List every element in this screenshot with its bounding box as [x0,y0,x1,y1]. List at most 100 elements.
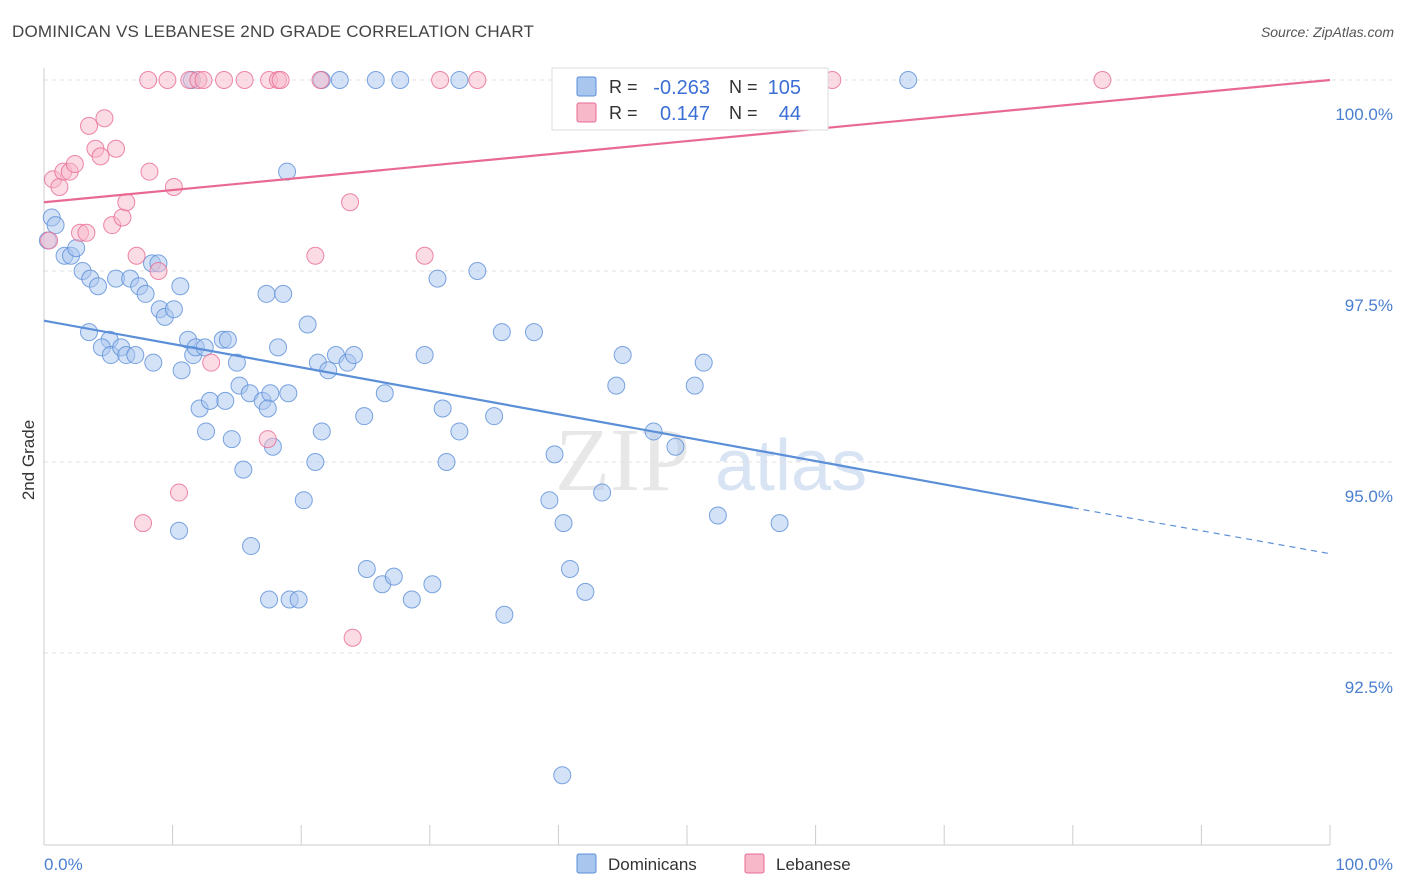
point-lebanese [341,193,360,212]
point-dominicans [402,590,421,609]
point-lebanese [80,116,99,135]
bottom-legend-label-dominicans: Dominicans [608,855,697,874]
grid [44,79,1392,654]
point-lebanese [215,71,234,89]
point-lebanese [140,162,159,181]
point-dominicans [234,460,253,479]
point-dominicans [312,422,331,441]
legend-r-value-1: -0.263 [653,77,710,99]
chart-title: DOMINICAN VS LEBANESE 2ND GRADE CORRELAT… [12,22,535,41]
point-dominicans [172,361,191,380]
point-lebanese [149,262,168,280]
point-lebanese [311,71,330,89]
legend-frame [551,67,829,131]
point-dominicans [899,71,918,89]
point-lebanese [134,514,153,533]
point-lebanese [1093,71,1112,89]
point-dominicans [306,453,325,471]
point-dominicans [144,353,163,372]
point-dominicans [274,284,293,303]
point-dominicans [89,277,108,296]
legend-box: R = -0.263 N = 105 R = 0.147 N = 44 [551,67,829,131]
point-dominicans [355,407,374,426]
point-lebanese [50,177,69,196]
y-tick-label: 97.5% [1345,296,1393,315]
point-dominicans [468,262,487,280]
bottom-legend-label-lebanese: Lebanese [776,855,851,874]
trend-extension-dominicans [1072,507,1331,555]
axes [43,68,1331,846]
point-lebanese [139,71,158,89]
point-lebanese [117,193,136,212]
point-lebanese [113,208,132,227]
point-dominicans [433,399,452,418]
point-dominicans [375,384,394,403]
point-lebanese [107,139,126,158]
point-dominicans [197,422,216,441]
watermark-zip: ZIP [555,411,690,510]
point-dominicans [694,353,713,372]
point-lebanese [77,223,96,242]
point-dominicans [46,216,65,235]
point-dominicans [391,71,410,89]
point-dominicans [428,269,447,288]
point-dominicans [366,71,385,89]
point-dominicans [261,384,280,403]
point-dominicans [344,346,363,365]
point-dominicans [770,514,789,533]
point-lebanese [194,71,213,89]
point-dominicans [450,422,469,441]
point-dominicans [289,590,308,609]
point-dominicans [279,384,298,403]
point-dominicans [164,300,183,319]
point-dominicans [242,537,261,556]
legend-swatch-dominicans [576,76,597,97]
point-dominicans [607,376,626,395]
y-tick-label: 95.0% [1345,487,1393,506]
point-dominicans [708,506,727,525]
point-dominicans [200,391,219,410]
legend-swatch-lebanese [576,102,597,123]
point-dominicans [269,338,288,357]
point-dominicans [227,353,246,372]
point-dominicans [685,376,704,395]
point-dominicans [485,407,504,426]
point-lebanese [431,71,450,89]
legend-r-label-2: R = [609,103,638,123]
point-dominicans [126,346,145,365]
point-lebanese [271,71,290,89]
point-lebanese [202,353,221,372]
point-dominicans [67,239,86,258]
y-tick-label: 92.5% [1345,678,1393,697]
source-credit: Source: ZipAtlas.com [1260,24,1394,40]
point-dominicans [593,483,612,502]
y-tick-labels: 92.5% 95.0% 97.5% 100.0% [1335,105,1393,697]
bottom-legend-swatch-dominicans [576,853,597,874]
point-lebanese [158,71,177,89]
point-lebanese [306,246,325,265]
point-dominicans [80,323,99,342]
point-dominicans [613,346,632,365]
point-dominicans [216,391,235,410]
trend-lines [43,78,1331,555]
point-dominicans [576,582,595,601]
bottom-legend-swatch-lebanese [744,853,765,874]
trend-line-dominicans [43,319,1073,509]
x-tick-labels: 0.0% 100.0% [44,855,1393,874]
point-dominicans [495,605,514,624]
point-dominicans [257,284,276,303]
point-lebanese [127,246,146,265]
legend-n-label-2: N = [729,103,758,123]
point-dominicans [222,430,241,449]
point-dominicans [524,323,543,342]
point-lebanese [468,71,487,89]
point-lebanese [235,71,254,89]
point-dominicans [560,559,579,578]
point-dominicans [136,284,155,303]
point-dominicans [330,71,349,89]
legend-r-label-1: R = [609,77,638,97]
bottom-legend: Dominicans Lebanese [576,853,851,874]
point-lebanese [164,177,183,196]
point-dominicans [492,323,511,342]
